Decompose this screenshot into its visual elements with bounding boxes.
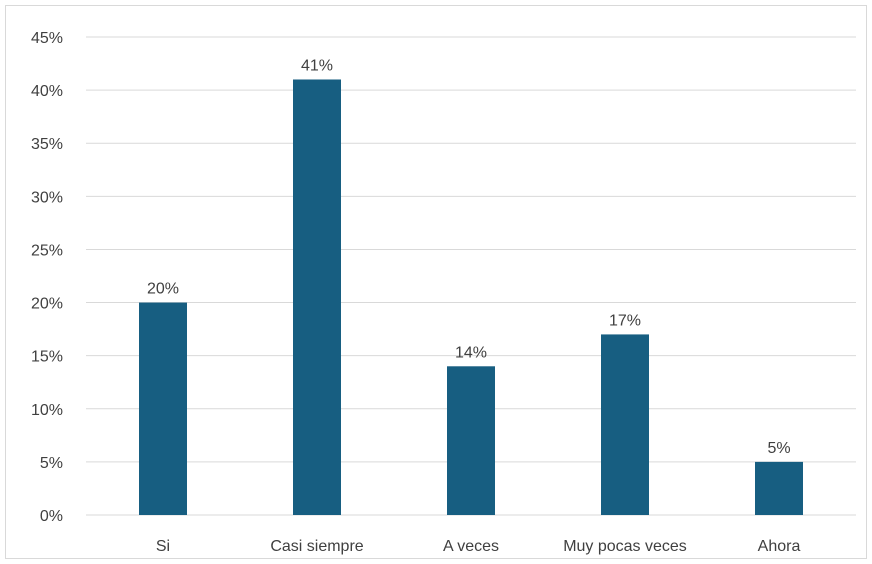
data-label: 20% — [147, 281, 179, 298]
x-tick-label: Casi siempre — [270, 538, 363, 555]
data-label: 5% — [767, 440, 790, 457]
y-tick-label: 25% — [31, 242, 63, 259]
data-labels: 20% 41% 14% 17% 5% — [147, 57, 791, 456]
bars — [139, 79, 803, 515]
bar — [293, 79, 341, 515]
data-label: 17% — [609, 312, 641, 329]
y-tick-label: 40% — [31, 83, 63, 100]
chart-frame: 0% 5% 10% 15% 20% 25% 30% 35% 40% 45% 20% 41% 14% 17… — [5, 5, 867, 559]
y-tick-label: 30% — [31, 189, 63, 206]
x-tick-label: Si — [156, 538, 170, 555]
y-tick-label: 20% — [31, 296, 63, 313]
bar — [601, 334, 649, 515]
y-tick-label: 0% — [40, 508, 63, 525]
bar — [447, 366, 495, 515]
x-tick-label: A veces — [443, 538, 499, 555]
y-tick-label: 35% — [31, 136, 63, 153]
y-axis-tick-labels: 0% 5% 10% 15% 20% 25% 30% 35% 40% 45% — [31, 30, 63, 525]
y-tick-label: 10% — [31, 402, 63, 419]
gridlines — [86, 36, 856, 516]
y-tick-label: 15% — [31, 349, 63, 366]
data-label: 41% — [301, 57, 333, 74]
y-tick-label: 45% — [31, 30, 63, 47]
y-tick-label: 5% — [40, 455, 63, 472]
bar — [755, 461, 803, 515]
bar-chart: 0% 5% 10% 15% 20% 25% 30% 35% 40% 45% 20% 41% 14% 17… — [31, 30, 856, 555]
data-label: 14% — [455, 344, 487, 361]
x-tick-label: Muy pocas veces — [563, 538, 687, 555]
bar — [139, 302, 187, 515]
x-tick-label: Ahora — [758, 538, 801, 555]
x-axis-tick-labels: Si Casi siempre A veces Muy pocas veces Ahor… — [156, 538, 801, 555]
